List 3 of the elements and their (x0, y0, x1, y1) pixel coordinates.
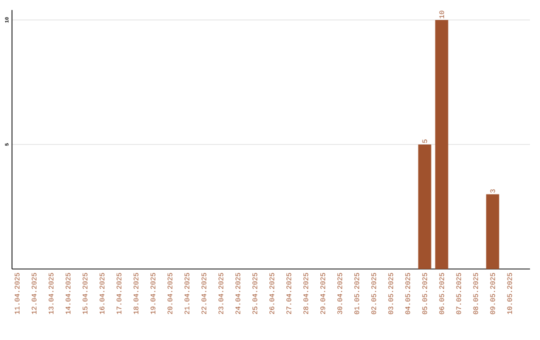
bar (418, 144, 432, 269)
bar (435, 20, 448, 269)
bar (486, 194, 500, 269)
